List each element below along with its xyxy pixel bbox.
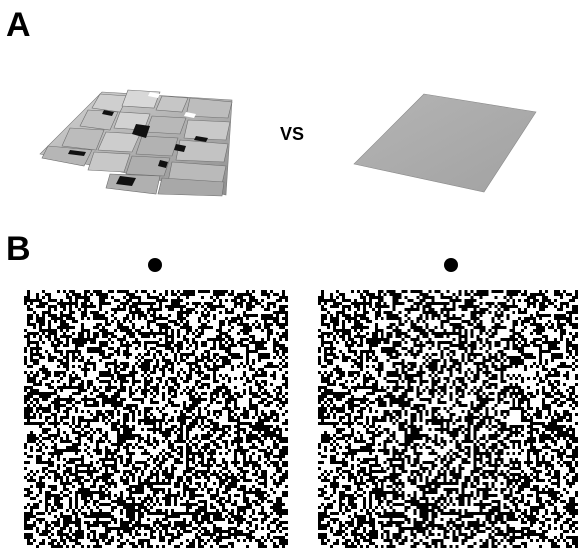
tile bbox=[97, 131, 141, 153]
tile bbox=[175, 139, 229, 163]
fixation-dot-right-icon bbox=[444, 258, 458, 272]
tile bbox=[145, 115, 187, 135]
tile-shadow bbox=[194, 136, 208, 142]
tile-group bbox=[41, 89, 233, 197]
tile bbox=[185, 97, 233, 119]
random-dot-stereogram-right bbox=[318, 290, 578, 548]
tile-shadows bbox=[68, 110, 208, 186]
tile bbox=[157, 177, 225, 197]
tile-shadow bbox=[174, 144, 186, 152]
flat-surface bbox=[353, 93, 537, 193]
fragmented-surface bbox=[39, 89, 233, 197]
tile bbox=[135, 135, 179, 157]
tile bbox=[183, 119, 231, 141]
tile-highlight bbox=[184, 112, 196, 118]
fixation-dot-left-icon bbox=[148, 258, 162, 272]
tile bbox=[87, 151, 131, 173]
tile-shadow bbox=[102, 110, 114, 116]
tile-highlights bbox=[110, 92, 196, 196]
vs-label: VS bbox=[280, 124, 305, 144]
tile bbox=[61, 127, 105, 151]
tile bbox=[121, 89, 161, 109]
tile bbox=[155, 95, 189, 113]
tile-shadow bbox=[68, 150, 86, 156]
tile bbox=[41, 145, 93, 167]
tile-shadow bbox=[132, 124, 150, 138]
tile-highlight bbox=[110, 190, 130, 196]
tile bbox=[125, 155, 171, 177]
panel-label-a: A bbox=[6, 6, 31, 44]
random-dot-stereogram-left bbox=[24, 290, 288, 548]
tile-highlight bbox=[148, 92, 160, 98]
panel-label-b: B bbox=[6, 230, 31, 268]
tile-shadow bbox=[116, 176, 136, 186]
tile-shadow bbox=[158, 160, 168, 168]
